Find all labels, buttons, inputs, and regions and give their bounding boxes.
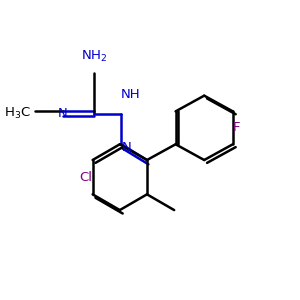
Text: NH: NH: [121, 88, 141, 101]
Text: N: N: [122, 141, 131, 154]
Text: Cl: Cl: [80, 171, 93, 184]
Text: H$_3$C: H$_3$C: [4, 106, 31, 121]
Text: NH$_2$: NH$_2$: [81, 49, 107, 64]
Text: N: N: [58, 107, 68, 120]
Text: F: F: [233, 121, 240, 134]
